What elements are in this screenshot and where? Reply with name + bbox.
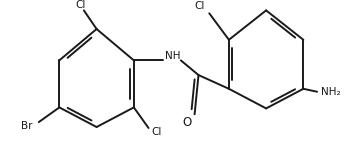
Text: Br: Br bbox=[21, 121, 33, 131]
Text: NH₂: NH₂ bbox=[321, 87, 341, 97]
Text: Cl: Cl bbox=[151, 127, 162, 137]
Text: Cl: Cl bbox=[194, 1, 205, 11]
Text: NH: NH bbox=[165, 51, 181, 61]
Text: Cl: Cl bbox=[76, 0, 86, 10]
Text: O: O bbox=[182, 116, 191, 129]
